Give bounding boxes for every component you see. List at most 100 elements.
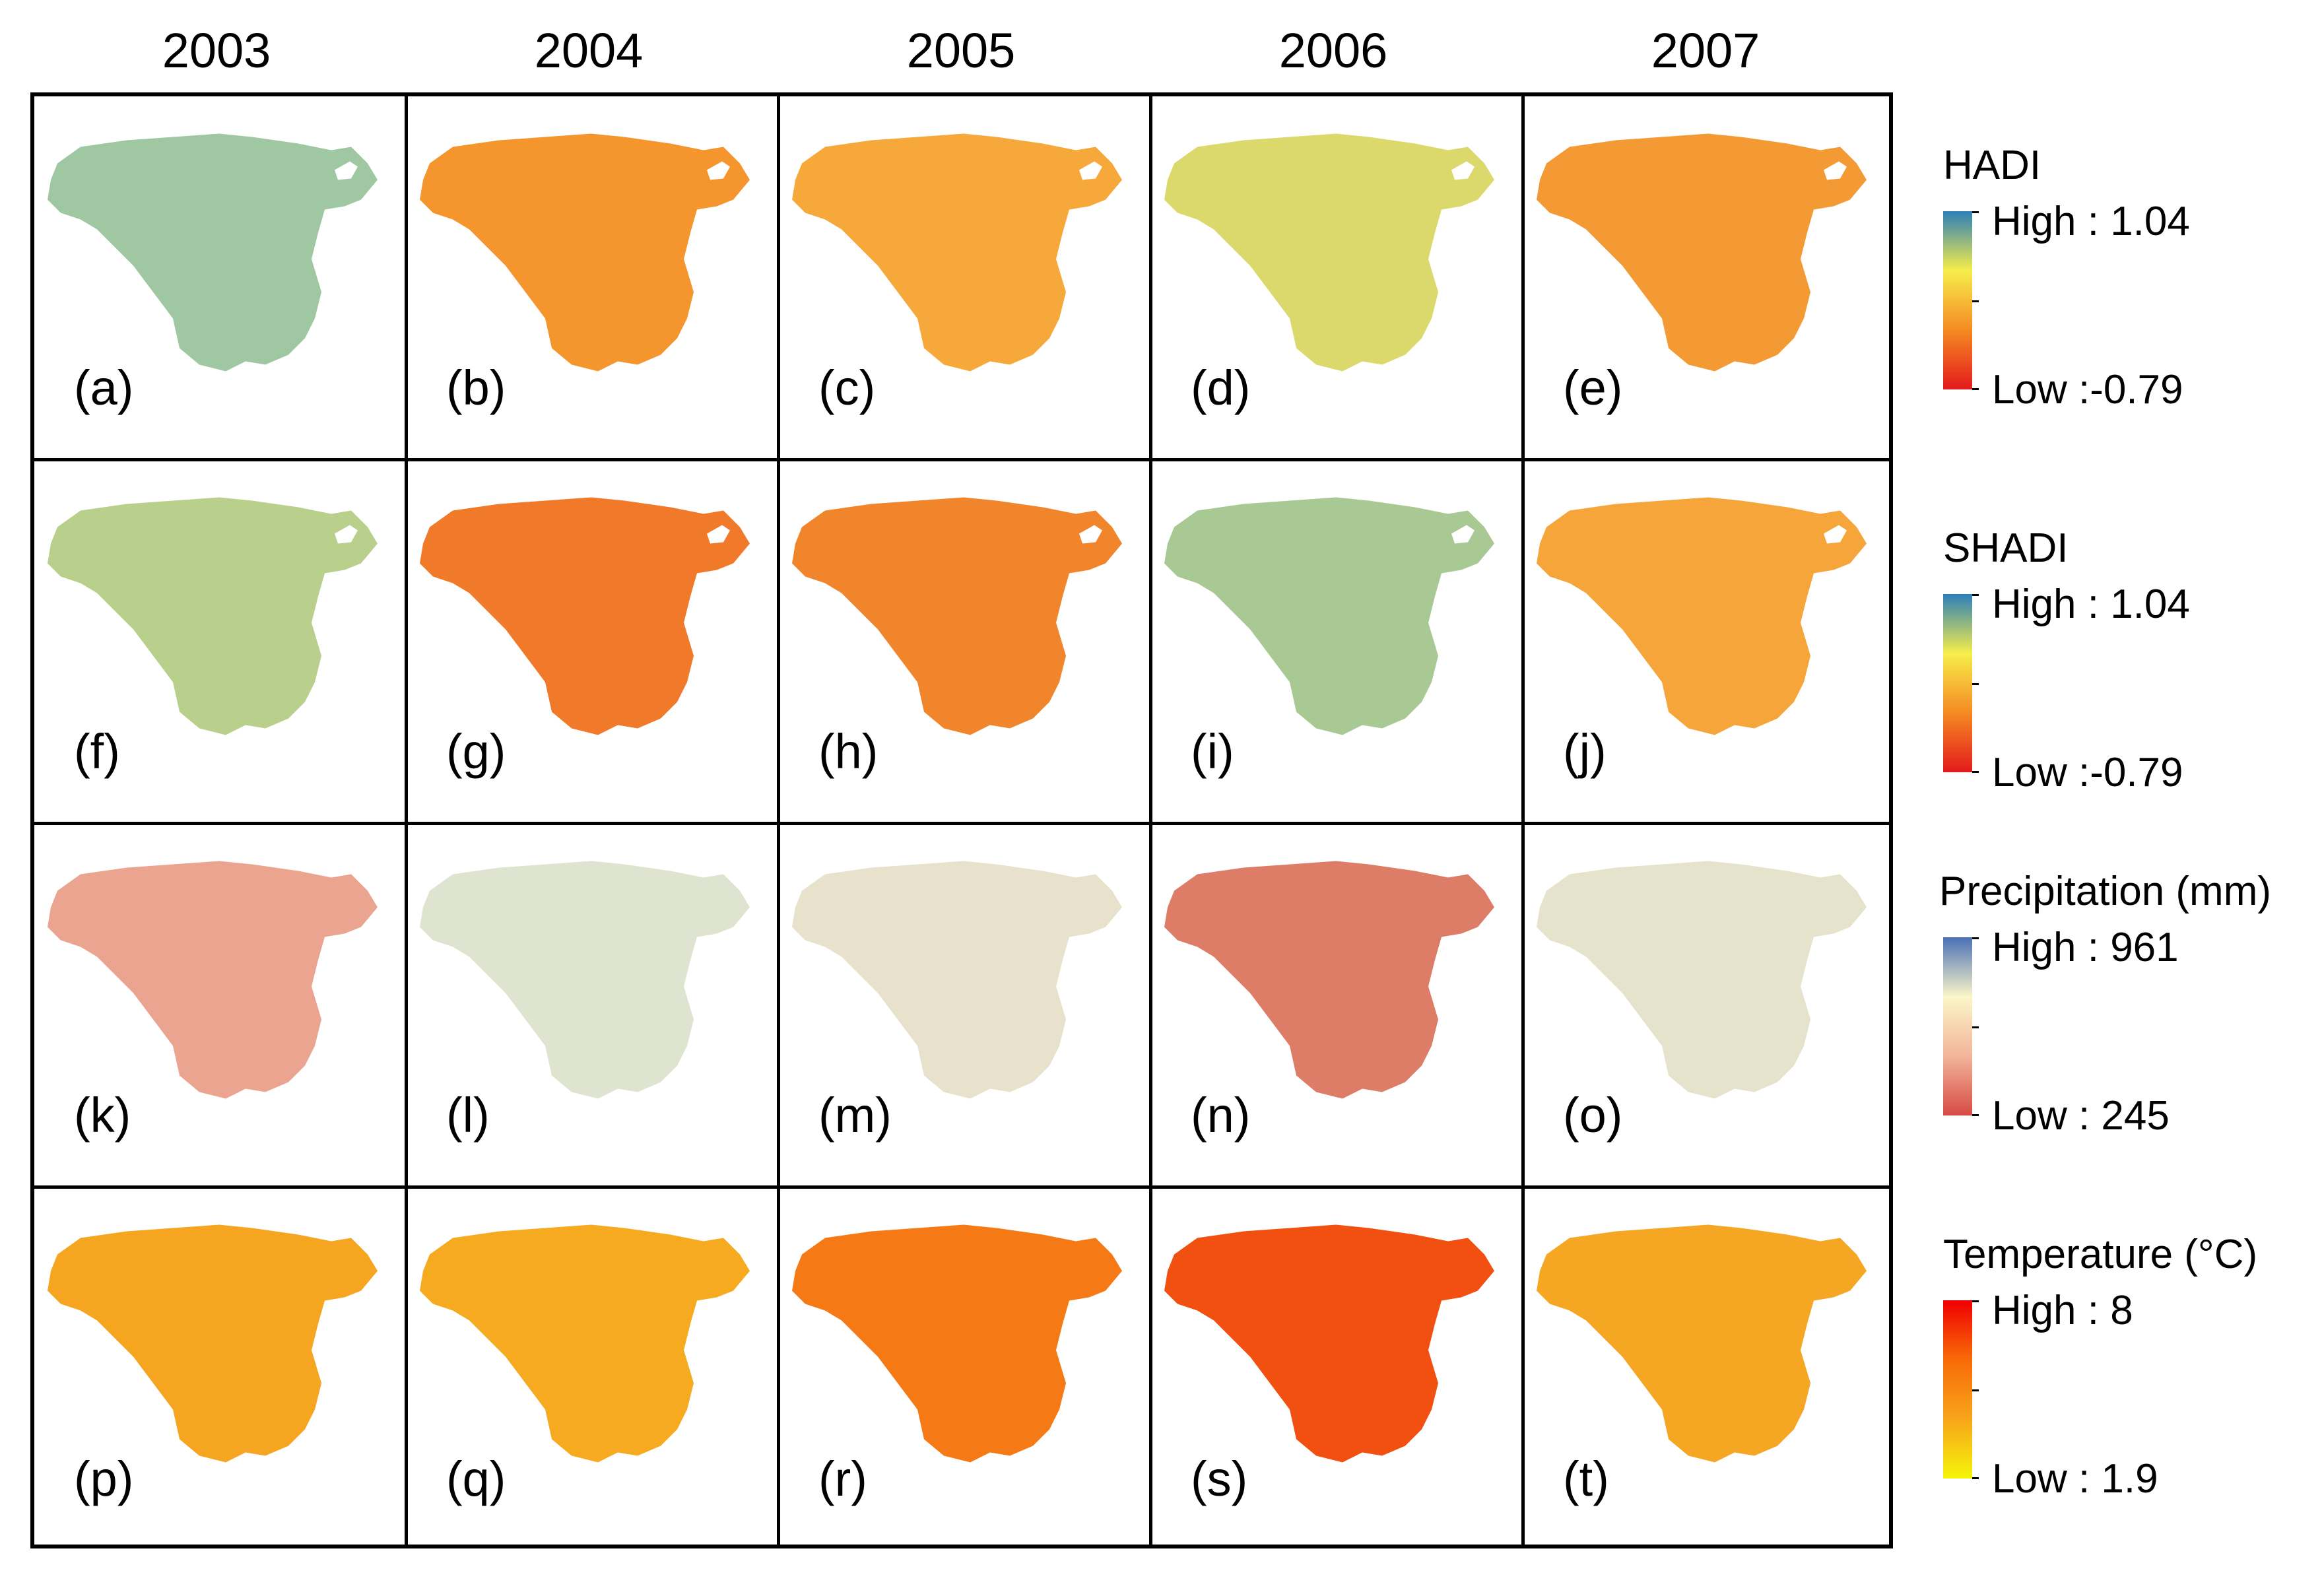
legend-high-label: High : 8 [1992, 1288, 2133, 1333]
panel-label: (e) [1563, 360, 1623, 415]
panel-label: (m) [818, 1088, 892, 1143]
region-shape [48, 861, 378, 1099]
region-shape [1537, 1224, 1867, 1463]
legend-tick [1972, 211, 1979, 213]
panel-label: (i) [1191, 724, 1234, 779]
region-map [48, 1224, 378, 1463]
map-panel: (d) [1151, 96, 1523, 469]
panel-label: (k) [74, 1088, 131, 1143]
legend-tick [1972, 1026, 1979, 1028]
lake-hole [1824, 161, 1847, 180]
region-shape [1164, 133, 1494, 372]
region-shape [48, 1224, 378, 1463]
lake-hole [1824, 525, 1847, 544]
map-panel: (k) [34, 824, 407, 1196]
year-header-2004: 2004 [534, 23, 644, 78]
map-panel: (c) [779, 96, 1151, 469]
region-map [1537, 1224, 1867, 1463]
map-panel: (m) [779, 824, 1151, 1196]
map-panel: (q) [407, 1187, 779, 1560]
lake-hole [1079, 525, 1102, 544]
map-panel: (o) [1523, 824, 1896, 1196]
legend-tick [1972, 1300, 1979, 1302]
panel-label: (j) [1563, 724, 1607, 779]
region-shape [48, 133, 378, 372]
map-panel: (g) [407, 460, 779, 832]
region-map [792, 861, 1122, 1099]
region-shape [792, 497, 1122, 735]
map-panel: (a) [34, 96, 407, 469]
lake-hole [1451, 525, 1475, 544]
grid-divider [777, 96, 780, 1545]
region-shape [792, 1224, 1122, 1463]
region-map [1537, 497, 1867, 735]
legend-title: Temperature (°C) [1943, 1232, 2258, 1277]
grid-divider [1521, 96, 1525, 1545]
panel-label: (d) [1191, 360, 1251, 415]
region-shape [420, 133, 750, 372]
region-shape [1537, 861, 1867, 1099]
panel-label: (l) [446, 1088, 490, 1143]
legend-tick [1972, 1477, 1979, 1479]
panel-label: (q) [446, 1451, 506, 1506]
panel-label: (p) [74, 1451, 134, 1506]
region-map [1537, 133, 1867, 372]
legend-low-label: Low :-0.79 [1992, 367, 2183, 413]
region-map [1164, 133, 1494, 372]
legend-title: Precipitation (mm) [1939, 869, 2271, 914]
legend-color-ramp [1943, 937, 1972, 1115]
grid-divider [34, 1185, 1889, 1189]
year-header-2007: 2007 [1651, 23, 1760, 78]
legend-tick [1972, 937, 1979, 939]
panel-label: (f) [74, 724, 120, 779]
year-header-2006: 2006 [1278, 23, 1388, 78]
legend-low-label: Low :-0.79 [1992, 750, 2183, 795]
lake-hole [707, 525, 730, 544]
year-header-2003: 2003 [162, 23, 271, 78]
legend-title: SHADI [1943, 525, 2069, 571]
map-panel: (s) [1151, 1187, 1523, 1560]
panel-label: (c) [818, 360, 876, 415]
legend-high-label: High : 961 [1992, 925, 2179, 970]
lake-hole [335, 525, 358, 544]
map-panel: (t) [1523, 1187, 1896, 1560]
legend-tick [1972, 683, 1979, 685]
legend-tick [1972, 300, 1979, 302]
lake-hole [1079, 161, 1102, 180]
legend-color-ramp [1943, 594, 1972, 772]
region-map [420, 861, 750, 1099]
region-map [1164, 1224, 1494, 1463]
lake-hole [1451, 161, 1475, 180]
region-map [420, 497, 750, 735]
legend-tick [1972, 388, 1979, 390]
panel-label: (t) [1563, 1451, 1609, 1506]
region-shape [1164, 1224, 1494, 1463]
region-map [792, 133, 1122, 372]
panel-label: (h) [818, 724, 879, 779]
panel-label: (n) [1191, 1088, 1251, 1143]
legend-tick [1972, 771, 1979, 773]
legend-high-label: High : 1.04 [1992, 199, 2190, 244]
panel-label: (r) [818, 1451, 867, 1506]
region-map [420, 1224, 750, 1463]
grid-divider [34, 822, 1889, 825]
region-map [48, 133, 378, 372]
map-panel: (n) [1151, 824, 1523, 1196]
legend-low-label: Low : 245 [1992, 1093, 2170, 1139]
region-map [1537, 861, 1867, 1099]
region-shape [420, 861, 750, 1099]
panel-label: (b) [446, 360, 506, 415]
region-shape [420, 1224, 750, 1463]
region-map [420, 133, 750, 372]
grid-divider [1149, 96, 1152, 1545]
map-panel-grid: (a) (b) (c) (d) (e) (f) (g) (h) (i) (j) (k) (l) (m) (… [30, 92, 1893, 1548]
map-panel: (p) [34, 1187, 407, 1560]
panel-label: (o) [1563, 1088, 1623, 1143]
region-shape [1164, 497, 1494, 735]
region-shape [792, 133, 1122, 372]
year-header-2005: 2005 [906, 23, 1016, 78]
region-map [48, 497, 378, 735]
grid-divider [34, 458, 1889, 461]
map-panel: (f) [34, 460, 407, 832]
lake-hole [707, 161, 730, 180]
